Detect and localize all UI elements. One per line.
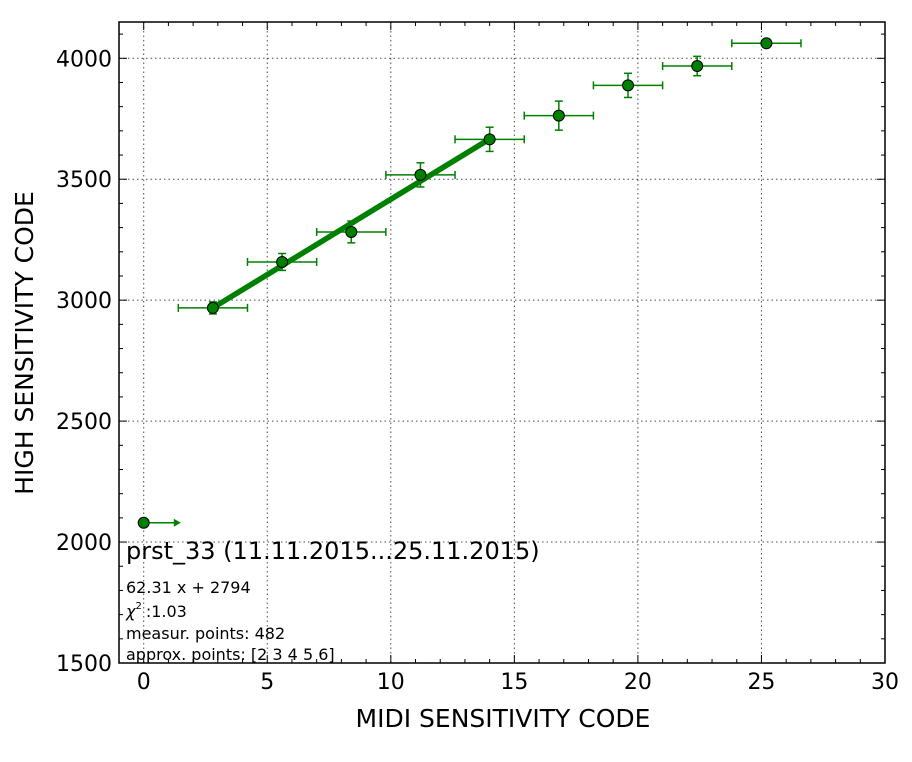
tick-labels: 0 5 10 15 20 25 30 1500 2000 2500 3000 3500 4000 <box>56 47 899 695</box>
y-tick-label: 4000 <box>56 47 112 72</box>
data-point <box>276 255 289 268</box>
y-tick-label: 2500 <box>56 410 112 435</box>
data-point <box>414 168 427 181</box>
chi-square-label: χ2 :1.03 <box>125 601 187 621</box>
y-tick-label: 3500 <box>56 168 112 193</box>
data-point <box>760 37 773 50</box>
data-point <box>206 301 219 314</box>
x-tick-label: 25 <box>747 670 775 695</box>
chi-power: 2 <box>135 601 141 612</box>
chi-square-value: :1.03 <box>146 602 187 621</box>
data-point <box>345 225 358 238</box>
limit-arrow-head <box>173 518 181 527</box>
ticks <box>118 22 886 664</box>
approx-points-label: approx. points: [2 3 4 5 6] <box>126 645 335 664</box>
y-tick-label: 3000 <box>56 289 112 314</box>
chi-symbol: χ <box>125 602 136 621</box>
y-tick-label: 2000 <box>56 531 112 556</box>
x-tick-label: 20 <box>624 670 652 695</box>
plot-frame <box>118 21 886 664</box>
x-tick-label: 10 <box>377 670 405 695</box>
marker-layer <box>137 37 773 529</box>
x-tick-label: 15 <box>500 670 528 695</box>
limit-data-point <box>137 516 150 529</box>
data-point <box>691 60 704 73</box>
chart-title: prst_33 (11.11.2015...25.11.2015) <box>126 537 540 565</box>
x-axis-label: MIDI SENSITIVITY CODE <box>356 704 651 733</box>
y-axis-label: HIGH SENSITIVITY CODE <box>10 191 39 495</box>
y-tick-label: 1500 <box>56 652 112 677</box>
grid <box>119 22 885 663</box>
data-point <box>552 109 565 122</box>
fit-equation: 62.31 x + 2794 <box>126 578 251 597</box>
measured-points-label: measur. points: 482 <box>126 624 285 643</box>
x-tick-label: 0 <box>137 670 151 695</box>
x-tick-label: 30 <box>871 670 899 695</box>
x-tick-label: 5 <box>260 670 274 695</box>
data-point <box>483 133 496 146</box>
data-point <box>622 79 635 92</box>
